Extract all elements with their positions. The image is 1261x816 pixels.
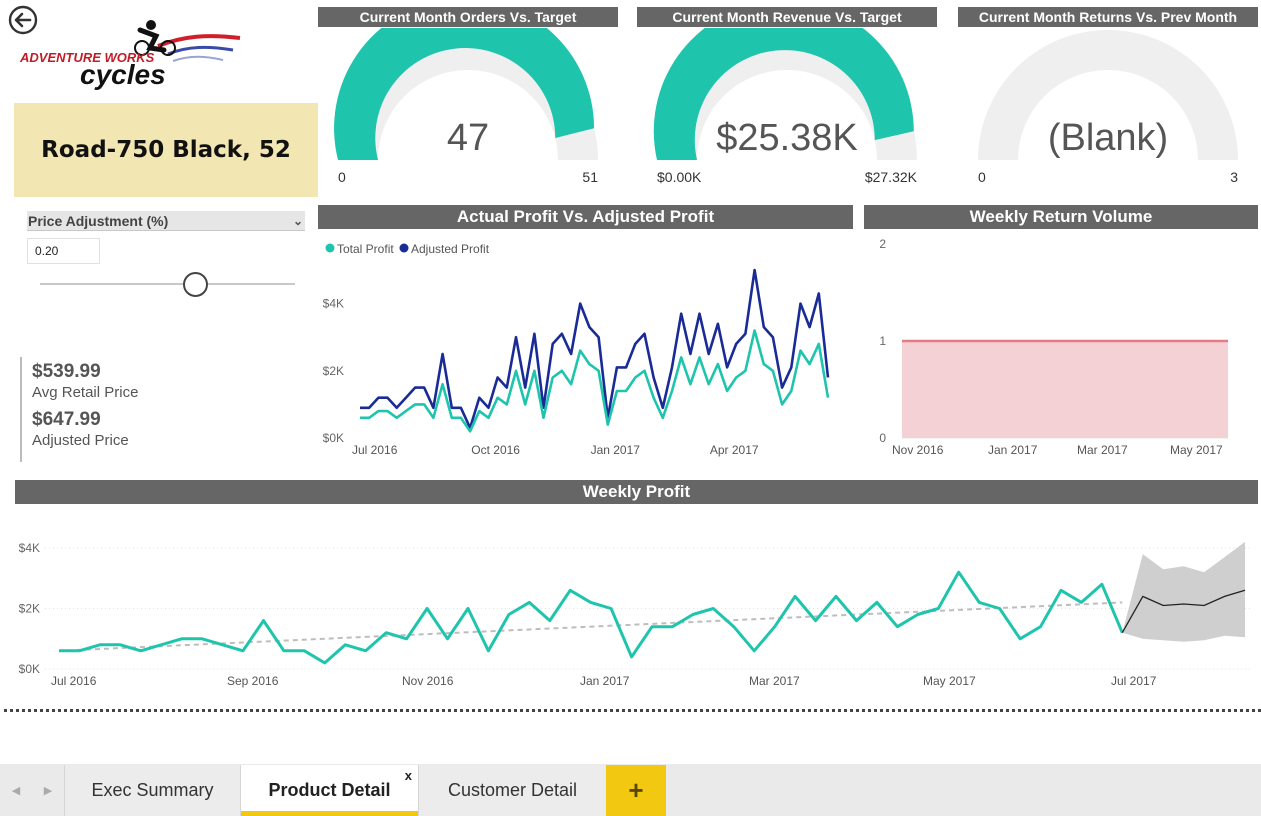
- legend-marker: [399, 243, 409, 253]
- y-tick-label: $4K: [19, 541, 40, 555]
- adjusted-price-label: Adjusted Price: [32, 432, 129, 449]
- gauge-chart[interactable]: 47 0 51: [318, 28, 618, 188]
- y-tick-label: $2K: [19, 602, 40, 616]
- avg-retail-price-value: $539.99: [32, 361, 101, 382]
- x-tick-label: May 2017: [1170, 443, 1223, 457]
- weekly-profit-chart[interactable]: $0K $2K $4K Jul 2016 Sep 2016 Nov 2016 Jan 201…: [15, 505, 1258, 700]
- forecast-band: [1122, 541, 1245, 642]
- add-page-button[interactable]: +: [606, 765, 666, 816]
- legend-label: Total Profit: [337, 242, 394, 256]
- close-icon[interactable]: x: [404, 768, 412, 783]
- adjusted-profit-line: [360, 268, 830, 430]
- y-tick-label: $0K: [323, 431, 344, 445]
- price-adjustment-slider-handle[interactable]: [183, 272, 208, 297]
- weekly-profit-line: [59, 570, 1124, 665]
- gauge-title: Current Month Returns Vs. Prev Month: [958, 7, 1258, 27]
- forecast-line: [1121, 589, 1246, 634]
- price-kpi-card: $539.99 Avg Retail Price $647.99 Adjuste…: [20, 357, 220, 462]
- logo-text-cycles: cycles: [80, 59, 166, 90]
- x-tick-label: Jan 2017: [988, 443, 1038, 457]
- y-tick-label: $2K: [323, 364, 344, 378]
- tab-product-detail[interactable]: Product Detail x: [240, 765, 418, 816]
- x-tick-label: Mar 2017: [1077, 443, 1128, 457]
- gauge-max-label: 3: [1230, 169, 1238, 185]
- tab-label: Customer Detail: [447, 780, 578, 800]
- adjusted-price-value: $647.99: [32, 409, 101, 430]
- x-tick-label: May 2017: [923, 674, 976, 688]
- slicer-title: Price Adjustment (%): [28, 213, 169, 229]
- weekly-return-volume-chart[interactable]: 0 1 2 Nov 2016 Jan 2017 Mar 2017 May 2017: [864, 230, 1258, 465]
- return-area: [902, 341, 1228, 438]
- back-arrow-icon[interactable]: [8, 5, 38, 35]
- gauge-max-label: 51: [582, 169, 598, 185]
- price-adjustment-slider-track[interactable]: [40, 283, 295, 285]
- y-tick-label: $0K: [19, 662, 40, 676]
- price-adjustment-slicer-header[interactable]: Price Adjustment (%) ⌄: [27, 211, 305, 231]
- gauge-track: [978, 30, 1238, 160]
- weekly-profit-title: Weekly Profit: [15, 480, 1258, 504]
- price-adjustment-input[interactable]: 0.20: [27, 238, 100, 264]
- product-name: Road-750 Black, 52: [41, 137, 291, 163]
- chevron-left-icon[interactable]: ◀: [11, 785, 21, 797]
- gauge-value: (Blank): [1048, 117, 1168, 159]
- x-tick-label: Jan 2017: [580, 674, 630, 688]
- gauge-fill: [653, 28, 914, 160]
- x-tick-label: Jul 2016: [51, 674, 97, 688]
- trend-line: [58, 601, 1123, 652]
- page-divider: [4, 709, 1261, 712]
- gauge-fill: [334, 28, 595, 160]
- legend-label: Adjusted Profit: [411, 242, 490, 256]
- y-tick-label: 1: [879, 334, 886, 348]
- actual-vs-adjusted-title: Actual Profit Vs. Adjusted Profit: [318, 205, 853, 229]
- tab-label: Exec Summary: [91, 780, 214, 800]
- x-tick-label: Nov 2016: [402, 674, 454, 688]
- product-card: Road-750 Black, 52: [14, 103, 318, 197]
- actual-vs-adjusted-chart[interactable]: Total Profit Adjusted Profit $0K $2K $4K Jul …: [318, 230, 853, 465]
- gauge-value: $25.38K: [716, 117, 858, 159]
- x-tick-label: Jul 2016: [352, 443, 398, 457]
- chevron-right-icon[interactable]: ▶: [43, 785, 53, 797]
- tab-scroll-controls: ◀ ▶: [0, 765, 64, 816]
- gauge-title: Current Month Revenue Vs. Target: [637, 7, 937, 27]
- avg-retail-price-label: Avg Retail Price: [32, 384, 139, 401]
- gauge-min-label: $0.00K: [657, 169, 702, 185]
- x-tick-label: Mar 2017: [749, 674, 800, 688]
- legend-marker: [325, 243, 335, 253]
- total-profit-line: [360, 329, 830, 433]
- x-tick-label: Sep 2016: [227, 674, 279, 688]
- gauge-value: 47: [447, 117, 489, 159]
- x-tick-label: Nov 2016: [892, 443, 944, 457]
- y-tick-label: 0: [879, 431, 886, 445]
- gauge-min-label: 0: [978, 169, 986, 185]
- gauge-title: Current Month Orders Vs. Target: [318, 7, 618, 27]
- gauge-chart[interactable]: (Blank) 0 3: [958, 28, 1258, 188]
- tab-customer-detail[interactable]: Customer Detail: [418, 765, 606, 816]
- x-tick-label: Jul 2017: [1111, 674, 1157, 688]
- y-tick-label: $4K: [323, 297, 344, 311]
- y-tick-label: 2: [879, 237, 886, 251]
- chevron-down-icon[interactable]: ⌄: [292, 214, 303, 228]
- logo-text-adventure: ADVENTURE WORKS: [19, 50, 155, 65]
- gauge-max-label: $27.32K: [865, 169, 918, 185]
- tab-label: Product Detail: [268, 780, 391, 800]
- x-tick-label: Jan 2017: [591, 443, 641, 457]
- tab-exec-summary[interactable]: Exec Summary: [64, 765, 240, 816]
- x-tick-label: Oct 2016: [471, 443, 520, 457]
- gauge-chart[interactable]: $25.38K $0.00K $27.32K: [637, 28, 937, 188]
- adventure-works-logo: ADVENTURE WORKS cycles: [19, 20, 241, 90]
- gauge-min-label: 0: [338, 169, 346, 185]
- x-tick-label: Apr 2017: [710, 443, 759, 457]
- weekly-return-volume-title: Weekly Return Volume: [864, 205, 1258, 229]
